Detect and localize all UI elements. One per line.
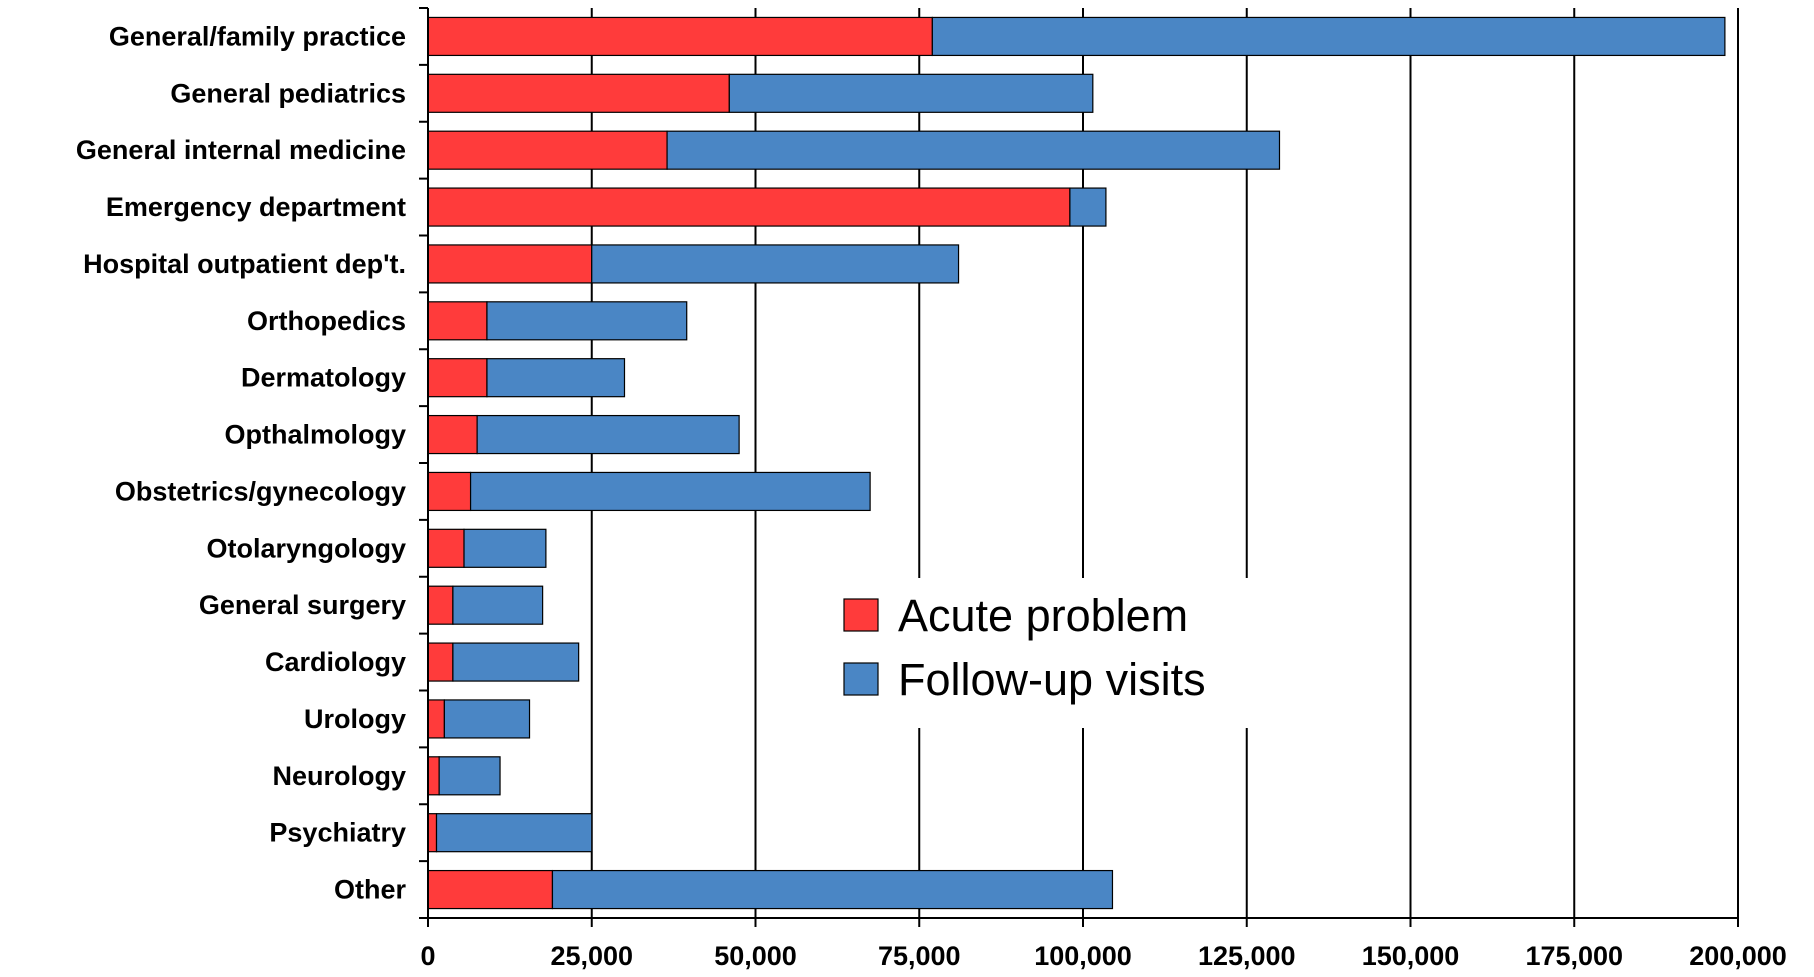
bar-followup-4 xyxy=(591,244,960,284)
category-label: Obstetrics/gynecology xyxy=(115,476,406,506)
x-tick-label: 175,000 xyxy=(1525,941,1623,971)
category-label: Cardiology xyxy=(265,647,406,677)
legend-label-followup: Follow-up visits xyxy=(898,654,1206,705)
category-label: Neurology xyxy=(272,761,406,791)
x-tick-label: 150,000 xyxy=(1362,941,1460,971)
x-tick-label: 100,000 xyxy=(1034,941,1132,971)
tick-labels: 0 25,000 50,000 75,000 100,000 125,000 150,000… xyxy=(420,941,1786,971)
bar-followup-5 xyxy=(486,301,688,341)
bar-acute-8 xyxy=(427,471,472,512)
bar-followup-7 xyxy=(476,414,740,455)
bar-followup-6 xyxy=(486,358,626,398)
legend-swatch-acute xyxy=(843,598,879,632)
x-tick-label: 25,000 xyxy=(550,941,633,971)
bar-acute-5 xyxy=(427,301,488,341)
bars xyxy=(427,16,1726,910)
bar-acute-0 xyxy=(427,16,933,57)
category-label: Orthopedics xyxy=(247,306,406,336)
category-label: Hospital outpatient dep't. xyxy=(83,249,406,279)
bar-acute-14 xyxy=(427,813,438,853)
bar-acute-13 xyxy=(427,756,440,796)
bar-acute-11 xyxy=(427,642,454,682)
x-tick-label: 200,000 xyxy=(1689,941,1787,971)
category-label: General internal medicine xyxy=(76,135,406,165)
bar-acute-7 xyxy=(427,414,478,455)
bar-followup-15 xyxy=(551,869,1114,910)
bar-acute-2 xyxy=(427,130,668,170)
bar-followup-2 xyxy=(666,130,1281,170)
category-label: Opthalmology xyxy=(225,420,407,450)
category-label: Psychiatry xyxy=(269,818,406,848)
category-label: General/family practice xyxy=(109,21,406,51)
axes xyxy=(419,7,1739,927)
bar-acute-6 xyxy=(427,358,488,398)
bar-followup-9 xyxy=(463,528,547,568)
x-tick-label: 50,000 xyxy=(714,941,797,971)
category-label: Dermatology xyxy=(241,363,406,393)
bar-followup-1 xyxy=(728,73,1094,113)
category-label: Urology xyxy=(304,704,406,734)
category-labels: General/family practice General pediatric… xyxy=(76,21,407,904)
x-tick-label: 0 xyxy=(420,941,435,971)
legend: Acute problem Follow-up visits xyxy=(818,578,1248,728)
bar-followup-10 xyxy=(452,585,544,625)
bar-acute-3 xyxy=(427,187,1071,227)
category-label: General surgery xyxy=(199,590,406,620)
bar-acute-10 xyxy=(427,585,454,625)
legend-swatch-followup xyxy=(843,662,879,696)
bar-acute-12 xyxy=(427,699,445,739)
bar-acute-9 xyxy=(427,528,465,568)
legend-label-acute: Acute problem xyxy=(898,590,1188,641)
bar-followup-12 xyxy=(443,699,531,739)
bar-acute-15 xyxy=(427,869,554,910)
x-tick-label: 75,000 xyxy=(878,941,961,971)
bar-acute-1 xyxy=(427,73,730,113)
bar-followup-13 xyxy=(438,756,501,796)
x-tick-label: 125,000 xyxy=(1198,941,1296,971)
category-label: Emergency department xyxy=(106,192,406,222)
bar-followup-8 xyxy=(469,471,871,512)
category-label: Otolaryngology xyxy=(206,533,406,563)
bar-followup-11 xyxy=(452,642,580,682)
bar-followup-0 xyxy=(931,16,1726,57)
bar-followup-3 xyxy=(1069,187,1107,227)
category-label: Other xyxy=(334,875,407,905)
legend-background xyxy=(818,578,1248,728)
category-label: General pediatrics xyxy=(170,78,406,108)
bar-followup-14 xyxy=(435,813,593,853)
bar-acute-4 xyxy=(427,244,593,284)
